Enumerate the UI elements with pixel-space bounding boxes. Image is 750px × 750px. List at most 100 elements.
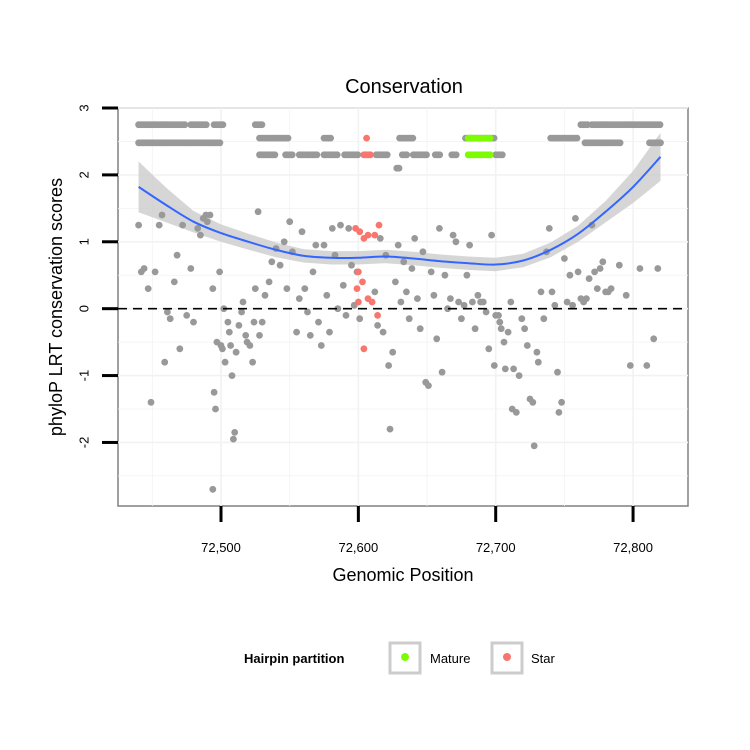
- data-point: [216, 139, 224, 147]
- data-point: [286, 218, 294, 226]
- data-point: [320, 241, 328, 249]
- data-point: [395, 164, 403, 172]
- data-point: [616, 139, 624, 147]
- data-point: [202, 121, 210, 129]
- data-point: [179, 221, 187, 229]
- data-point-star: [367, 151, 374, 159]
- data-point: [558, 398, 565, 406]
- y-axis: -2 -1 0 1 2 3: [76, 104, 118, 448]
- y-tick-label: 0: [76, 305, 91, 312]
- data-point: [181, 121, 189, 129]
- data-point: [339, 281, 347, 289]
- data-point: [408, 265, 416, 272]
- data-point: [496, 318, 504, 326]
- data-point: [298, 228, 306, 236]
- data-point: [301, 285, 309, 292]
- data-point: [555, 409, 563, 416]
- data-point: [238, 308, 246, 316]
- legend-label-mature: Mature: [430, 651, 470, 666]
- smooth-line: [138, 156, 662, 266]
- data-point: [452, 238, 460, 246]
- data-point: [394, 241, 402, 249]
- data-point: [295, 295, 303, 302]
- data-point: [315, 318, 322, 326]
- data-point: [585, 275, 593, 282]
- data-point: [537, 288, 545, 296]
- data-point: [441, 271, 449, 279]
- data-point-star: [353, 285, 361, 292]
- data-point: [348, 261, 355, 269]
- data-point: [210, 388, 218, 396]
- data-point: [498, 151, 506, 159]
- data-point: [232, 348, 240, 356]
- data-point-star: [359, 278, 366, 286]
- data-point: [540, 315, 548, 323]
- data-point: [190, 318, 197, 326]
- data-point: [447, 295, 454, 302]
- data-point: [276, 261, 284, 269]
- data-point: [554, 368, 561, 376]
- data-point: [376, 235, 384, 242]
- data-point: [545, 225, 553, 232]
- data-point: [591, 268, 598, 276]
- data-point: [228, 372, 236, 379]
- data-point: [425, 382, 432, 389]
- x-tick-label: 72,800: [613, 540, 653, 555]
- data-point: [449, 231, 457, 239]
- data-point: [574, 268, 582, 276]
- y-axis-label: phyloP LRT conservation scores: [46, 178, 66, 436]
- data-point: [656, 121, 664, 129]
- x-axis: 72,500 72,600 72,700 72,800: [201, 506, 653, 555]
- data-point: [250, 318, 258, 326]
- data-point: [497, 325, 505, 333]
- data-point: [161, 358, 169, 366]
- data-point: [383, 151, 391, 159]
- data-point: [258, 318, 266, 326]
- data-point: [500, 338, 508, 346]
- data-point: [187, 265, 195, 272]
- data-point: [444, 305, 451, 313]
- data-point: [521, 325, 528, 333]
- data-point: [400, 258, 408, 266]
- data-point: [155, 221, 163, 229]
- data-point: [403, 151, 411, 159]
- data-point: [313, 151, 321, 159]
- data-point: [515, 372, 523, 379]
- data-point: [460, 301, 468, 309]
- data-point: [419, 248, 427, 256]
- data-point: [501, 365, 509, 373]
- data-point: [284, 134, 292, 142]
- data-point: [166, 315, 174, 323]
- data-point: [249, 358, 256, 366]
- data-point: [411, 235, 419, 242]
- data-point: [654, 265, 662, 272]
- data-point: [306, 332, 314, 339]
- data-point: [212, 405, 219, 413]
- data-point: [268, 258, 276, 266]
- data-point: [469, 298, 476, 306]
- data-point: [379, 328, 387, 336]
- data-point: [219, 121, 227, 129]
- data-point: [333, 151, 341, 159]
- data-point: [427, 268, 435, 276]
- data-point: [209, 285, 217, 292]
- data-point: [482, 308, 490, 316]
- data-point: [403, 288, 410, 296]
- data-point: [170, 278, 178, 286]
- data-point: [144, 285, 152, 292]
- data-point: [235, 322, 243, 329]
- data-point-star: [371, 231, 379, 239]
- data-point-mature: [486, 151, 494, 159]
- data-point: [164, 308, 171, 316]
- data-point: [566, 271, 574, 279]
- data-point: [561, 255, 568, 262]
- data-point: [485, 345, 493, 353]
- data-point: [231, 429, 239, 436]
- data-point: [203, 218, 211, 226]
- data-point: [430, 291, 438, 299]
- data-point-star: [355, 268, 362, 276]
- legend-key-star-box: [490, 641, 524, 675]
- plot-panel: [117, 107, 689, 507]
- data-point: [158, 211, 166, 219]
- data-point: [479, 298, 487, 306]
